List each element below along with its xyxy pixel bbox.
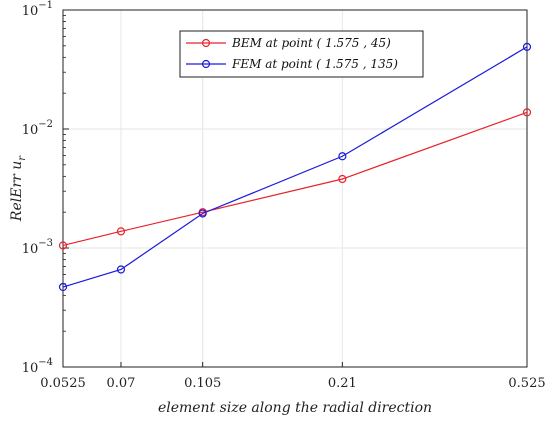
data-point <box>338 174 347 184</box>
x-axis-label: element size along the radial direction <box>158 400 432 416</box>
y-tick-label-base: 10 <box>22 242 39 257</box>
y-axis-label-main: RelErr u <box>9 161 25 222</box>
y-tick-label: 10−1 <box>22 0 53 19</box>
data-point <box>58 241 68 250</box>
y-tick-label-base: 10 <box>22 4 39 19</box>
y-axis-label-group: RelErr ur <box>9 155 28 222</box>
legend-label: BEM at point ( 1.575 , 45) <box>231 36 391 50</box>
legend-marker <box>201 38 211 48</box>
legend-label: FEM at point ( 1.575 , 135) <box>231 57 398 71</box>
data-point <box>338 152 347 161</box>
y-axis-label-subscript: r <box>17 155 28 161</box>
y-tick-label: 10−2 <box>22 119 53 138</box>
y-tick-label-exponent: −1 <box>38 0 53 11</box>
data-point <box>522 42 532 51</box>
y-tick-label-base: 10 <box>22 361 39 376</box>
legend-marker <box>201 59 211 69</box>
legend-box <box>179 30 424 78</box>
y-tick-label-exponent: −4 <box>38 357 53 368</box>
y-axis-label: RelErr ur <box>9 155 28 222</box>
x-tick-label: 0.525 <box>508 376 545 391</box>
plot-frame <box>62 9 528 368</box>
data-point <box>58 282 68 292</box>
y-tick-label: 10−4 <box>22 357 53 376</box>
series-line <box>62 46 528 288</box>
y-tick-label-exponent: −2 <box>38 119 53 130</box>
data-point <box>198 209 207 218</box>
x-tick-label: 0.07 <box>106 376 135 391</box>
y-tick-label-base: 10 <box>22 123 39 138</box>
y-tick-label: 10−3 <box>22 238 53 257</box>
series-group <box>58 42 532 292</box>
data-point <box>522 108 532 117</box>
y-tick-label-exponent: −3 <box>38 238 53 249</box>
x-tick-label: 0.105 <box>184 376 221 391</box>
data-point <box>116 265 126 274</box>
x-tick-label: 0.0525 <box>40 376 86 391</box>
data-point <box>116 227 126 236</box>
series-line <box>62 111 528 247</box>
legend: BEM at point ( 1.575 , 45) FEM at point (… <box>179 30 424 78</box>
x-tick-label: 0.21 <box>328 376 357 391</box>
